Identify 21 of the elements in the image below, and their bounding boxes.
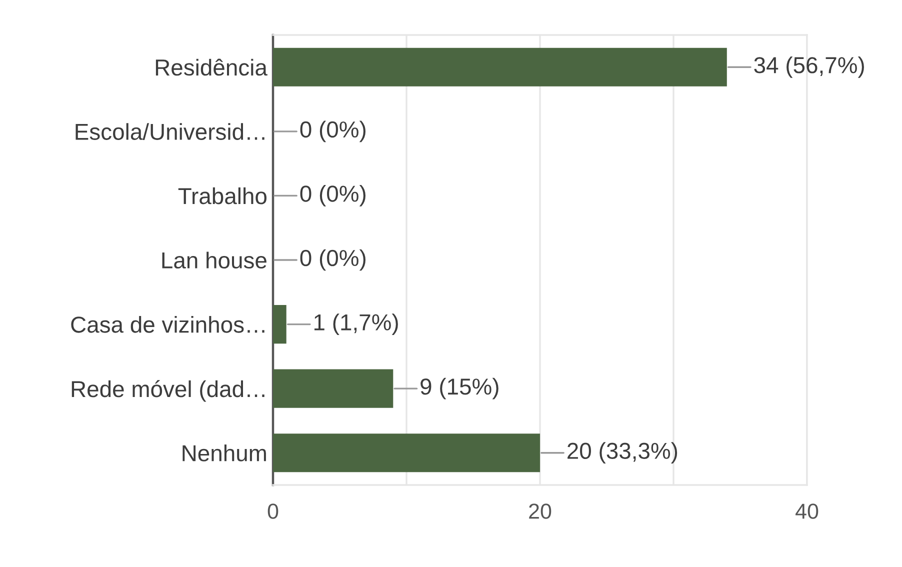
data-label: 9 (15%) <box>420 378 498 400</box>
x-tick-label: 0 <box>268 504 278 519</box>
y-tick-label: Rede móvel (dad… <box>72 380 264 402</box>
data-label: 20 (33,3%) <box>568 442 678 464</box>
y-tick-label: Lan house <box>162 252 266 269</box>
x-tick-label: 20 <box>529 504 552 519</box>
data-label: 0 (0%) <box>300 185 366 206</box>
bar <box>273 369 394 408</box>
bar <box>273 305 286 344</box>
data-label: 1 (1,7%) <box>314 314 398 335</box>
x-tick-label: 40 <box>796 504 818 519</box>
y-tick-label: Residência <box>156 58 268 76</box>
y-tick-label: Casa de vizinhos… <box>71 316 264 333</box>
data-label: 0 (0%) <box>300 249 366 271</box>
bar <box>273 434 540 472</box>
y-tick-label: Nenhum <box>182 444 266 462</box>
y-tick-label: Escola/Universid… <box>76 123 264 140</box>
bar <box>273 48 727 86</box>
y-tick-label: Trabalho <box>178 187 266 204</box>
data-label: 0 (0%) <box>300 120 366 142</box>
data-label: 34 (56,7%) <box>754 56 864 78</box>
